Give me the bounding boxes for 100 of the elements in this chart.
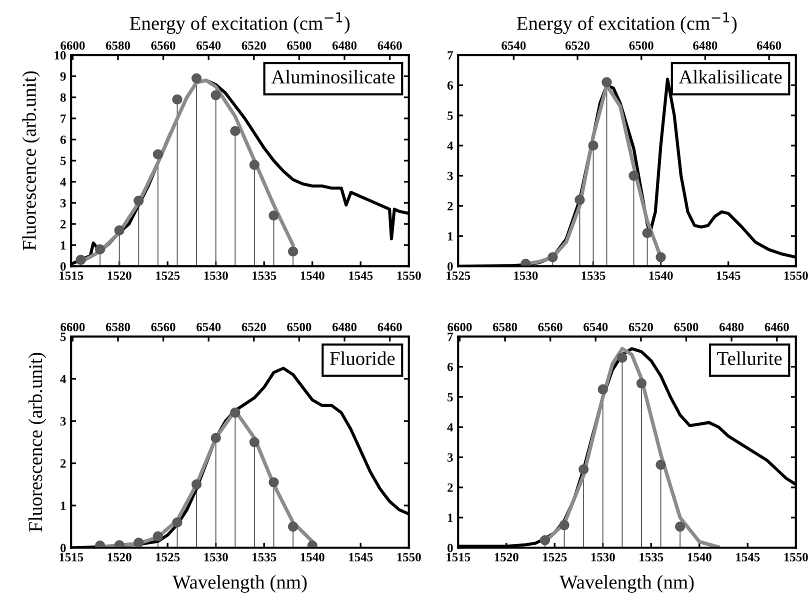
y-tick-label: 3: [60, 417, 66, 426]
x-tick-label: 1550: [397, 552, 421, 562]
point: [210, 432, 221, 444]
y-tick-label: 7: [60, 114, 66, 123]
x2-tick-label: 6520: [242, 322, 266, 332]
x2-tick-label: 6460: [764, 322, 789, 332]
y-tick-label: 7: [448, 332, 453, 341]
x-tick-label: 1530: [204, 552, 228, 562]
x-tick-label: 1540: [300, 552, 324, 562]
y-tick-label: 1: [60, 502, 66, 510]
x2-tick-label: 6520: [565, 41, 590, 50]
y-axis-title: Fluorescence (arb.unit): [22, 71, 40, 250]
x-tick-label: 1520: [108, 271, 132, 280]
x2-tick-label: 6580: [106, 322, 130, 332]
x-tick-label: 1535: [640, 553, 664, 562]
point: [114, 225, 124, 236]
y-tick-label: 6: [60, 136, 66, 144]
x2-tick-label: 6560: [151, 322, 176, 332]
y-tick-label: 5: [60, 332, 66, 342]
point: [210, 90, 221, 100]
annotation: Tellurite: [717, 351, 782, 366]
x2-tick-label: 6600: [448, 322, 472, 332]
point: [268, 210, 279, 221]
y-tick-label: 0: [448, 262, 453, 271]
y-tick-label: 9: [60, 72, 66, 81]
x-tick-label: 1550: [784, 552, 808, 562]
y-tick-label: 1: [448, 232, 453, 240]
point: [642, 228, 652, 238]
y-axis-title: Fluorescence (arb.unit): [28, 352, 46, 532]
x2-tick-label: 6540: [502, 41, 526, 50]
x2-tick-label: 6460: [378, 322, 402, 332]
point: [617, 352, 628, 363]
point: [249, 437, 260, 448]
x2-tick-label: 6520: [242, 41, 266, 50]
y-tick-label: 5: [60, 156, 66, 166]
x2-tick-label: 6580: [106, 41, 130, 50]
y-tick-label: 10: [54, 51, 66, 60]
point: [520, 258, 531, 266]
point: [574, 194, 585, 205]
x2-tick-label: 6540: [196, 41, 221, 50]
x-tick-label: 1515: [446, 553, 470, 562]
x-tick-label: 1530: [591, 552, 615, 562]
x-tick-label: 1525: [446, 271, 470, 280]
point: [76, 254, 86, 265]
x-tick-label: 1530: [204, 271, 228, 280]
point: [288, 246, 298, 257]
x2-tick-label: 6580: [492, 322, 518, 332]
x-tick-label: 1525: [156, 553, 180, 562]
x2-tick-label: 6500: [287, 322, 312, 332]
x-tick-label: 1530: [514, 271, 538, 280]
y-tick-label: 5: [448, 112, 453, 120]
point: [548, 252, 558, 262]
point: [191, 479, 202, 490]
point: [134, 196, 144, 206]
point: [134, 538, 144, 548]
point: [268, 477, 279, 488]
point: [94, 244, 106, 254]
x-tick-label: 1535: [582, 271, 606, 280]
point: [152, 149, 164, 160]
y-tick-label: 8: [60, 93, 66, 102]
y-tick-label: 2: [448, 202, 453, 210]
x2-tick-label: 6460: [756, 41, 782, 50]
point: [636, 378, 647, 388]
y-tick-label: 1: [448, 514, 453, 522]
y-tick-label: 6: [447, 362, 453, 372]
point: [230, 408, 240, 418]
x-tick-label: 1550: [397, 271, 421, 280]
point: [191, 73, 202, 84]
point: [588, 140, 598, 151]
x-tick-label: 1540: [688, 552, 712, 562]
x2-tick-label: 6480: [693, 41, 718, 50]
x-tick-label: 1545: [716, 272, 740, 280]
y-tick-label: 6: [447, 81, 453, 90]
x-tick-label: 1545: [349, 272, 373, 280]
x-tick-label: 1545: [349, 553, 373, 562]
point: [172, 517, 182, 528]
y-tick-label: 4: [60, 374, 66, 384]
x-tick-label: 1535: [252, 271, 276, 280]
x-tick-label: 1540: [649, 271, 673, 280]
y-tick-label: 4: [447, 142, 454, 150]
y-tick-label: 7: [448, 51, 453, 60]
x2-tick-label: 6600: [60, 322, 85, 332]
x2-tick-label: 6500: [287, 41, 312, 50]
x2-axis-title: Energy of excitation (cm$^{−1}$): [130, 12, 350, 34]
point: [628, 170, 639, 181]
point: [249, 160, 260, 170]
point: [172, 94, 182, 105]
y-tick-label: 5: [448, 393, 453, 402]
annotation: Fluoride: [330, 351, 395, 366]
annotation: Alkalisilicate: [678, 70, 782, 84]
point: [152, 531, 164, 542]
annotation: Aluminosilicate: [271, 70, 395, 84]
x2-axis-title: Energy of excitation (cm$^{−1}$): [516, 12, 737, 34]
y-tick-label: 0: [60, 544, 66, 552]
x-tick-label: 1515: [60, 553, 84, 562]
y-tick-label: 0: [448, 544, 453, 552]
x2-tick-label: 6600: [60, 41, 85, 50]
x-axis-title: Wavelength (nm): [172, 575, 307, 593]
point: [114, 540, 124, 548]
x-tick-label: 1535: [252, 553, 276, 562]
